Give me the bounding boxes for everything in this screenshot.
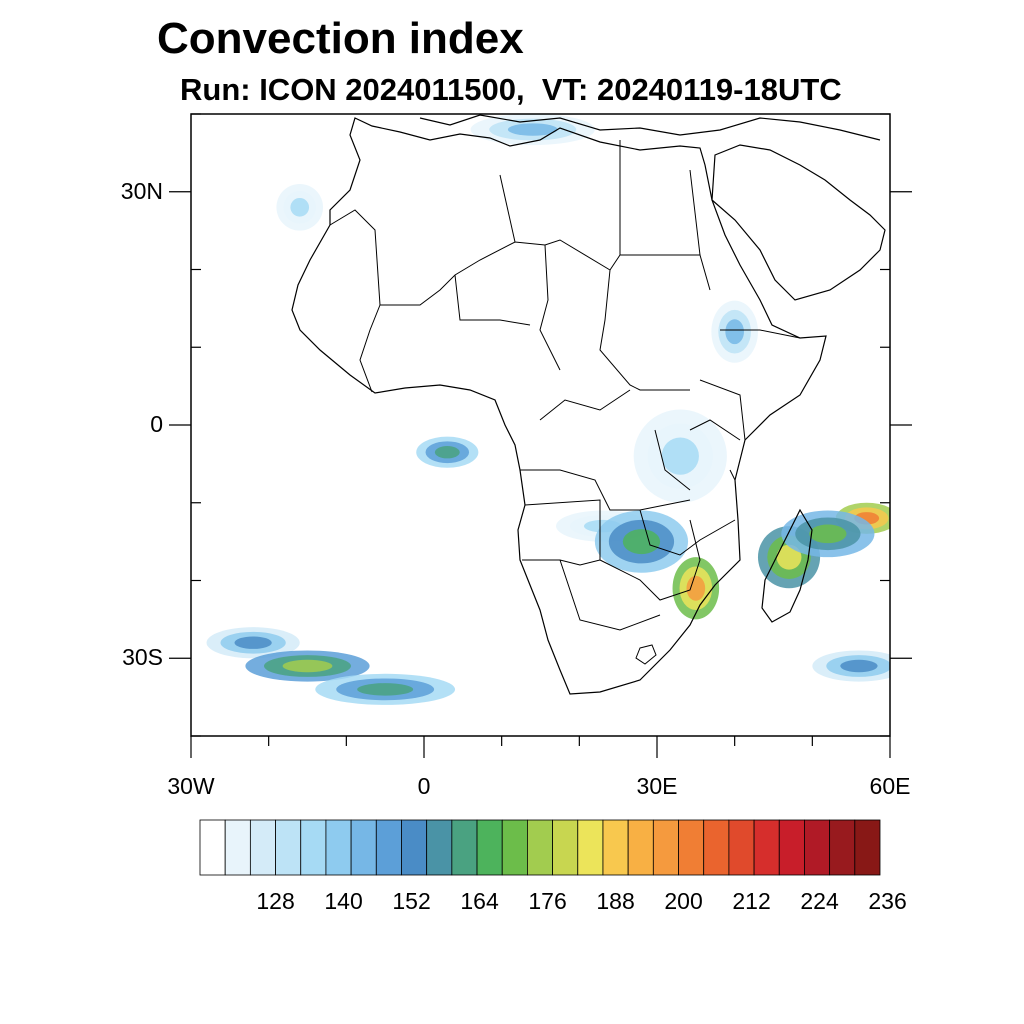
colorbar-swatch bbox=[627, 819, 654, 876]
colorbar-swatch bbox=[652, 819, 679, 876]
colorbar-swatch bbox=[552, 819, 579, 876]
map-title: Convection index bbox=[157, 14, 524, 63]
europe-coastline bbox=[419, 114, 881, 141]
arabia-coastline bbox=[711, 144, 886, 301]
convection-blob bbox=[622, 529, 661, 555]
colorbar-swatch bbox=[577, 819, 604, 876]
colorbar-swatch bbox=[476, 819, 503, 876]
colorbar-swatch bbox=[501, 819, 528, 876]
colorbar-swatch bbox=[275, 819, 302, 876]
colorbar-swatch bbox=[300, 819, 327, 876]
convection-blob bbox=[809, 524, 847, 544]
colorbar-swatch bbox=[854, 819, 881, 876]
lon-tick-label: 30W bbox=[167, 773, 215, 799]
convection-blob bbox=[234, 636, 272, 649]
colorbar-label: 212 bbox=[732, 888, 771, 914]
colorbar-swatch bbox=[426, 819, 453, 876]
colorbar-swatch bbox=[804, 819, 831, 876]
convection-blob bbox=[434, 445, 460, 459]
lon-tick-label: 30E bbox=[636, 773, 678, 799]
colorbar-label: 128 bbox=[256, 888, 295, 914]
colorbar-swatch bbox=[199, 819, 226, 876]
colorbar-swatch bbox=[527, 819, 553, 876]
convection-field bbox=[206, 114, 890, 705]
colorbar-label: 236 bbox=[868, 888, 907, 914]
convection-blob bbox=[686, 575, 706, 601]
lat-tick-label: 0 bbox=[150, 411, 163, 437]
colorbar-label: 176 bbox=[528, 888, 567, 914]
colorbar-label: 140 bbox=[324, 888, 363, 914]
madagascar-coastline bbox=[761, 508, 813, 623]
coastlines bbox=[291, 114, 886, 695]
colorbar-label: 200 bbox=[664, 888, 703, 914]
africa-coastline bbox=[291, 117, 827, 695]
colorbar-swatch bbox=[325, 819, 352, 876]
map-subtitle: Run: ICON 2024011500, VT: 20240119-18UTC bbox=[180, 72, 842, 107]
lon-tick-label: 0 bbox=[417, 773, 431, 799]
colorbar-swatch bbox=[728, 819, 755, 876]
axis-ticks bbox=[169, 113, 912, 758]
convection-blob bbox=[282, 659, 333, 673]
colorbar-swatch bbox=[350, 819, 377, 876]
lat-tick-label: 30S bbox=[122, 644, 163, 671]
colorbar-swatch bbox=[753, 819, 780, 876]
colorbar-label: 164 bbox=[460, 888, 499, 914]
colorbar-swatch bbox=[375, 819, 402, 876]
convection-blob bbox=[661, 437, 699, 475]
colorbar-swatch bbox=[224, 819, 251, 876]
colorbar-swatch bbox=[451, 819, 478, 876]
convection-blob bbox=[357, 683, 414, 696]
convection-blob bbox=[840, 659, 878, 673]
convection-blob bbox=[290, 197, 310, 217]
colorbar-swatch bbox=[703, 819, 730, 876]
convection-blob bbox=[725, 319, 744, 345]
colorbar-swatch bbox=[249, 819, 276, 876]
colorbar bbox=[199, 819, 881, 876]
colorbar-swatch bbox=[678, 819, 705, 876]
colorbar-swatch bbox=[401, 819, 428, 876]
colorbar-label: 224 bbox=[800, 888, 839, 914]
convection-blob bbox=[776, 544, 802, 570]
colorbar-label: 188 bbox=[596, 888, 635, 914]
colorbar-swatch bbox=[778, 819, 805, 876]
country-borders bbox=[329, 140, 801, 631]
convection-blob bbox=[507, 123, 558, 136]
lesotho-border bbox=[635, 644, 657, 665]
lon-tick-label: 60E bbox=[869, 773, 911, 799]
colorbar-swatch bbox=[829, 819, 856, 876]
colorbar-label: 152 bbox=[392, 888, 431, 914]
lat-tick-label: 30N bbox=[120, 177, 163, 204]
colorbar-swatch bbox=[602, 819, 629, 876]
